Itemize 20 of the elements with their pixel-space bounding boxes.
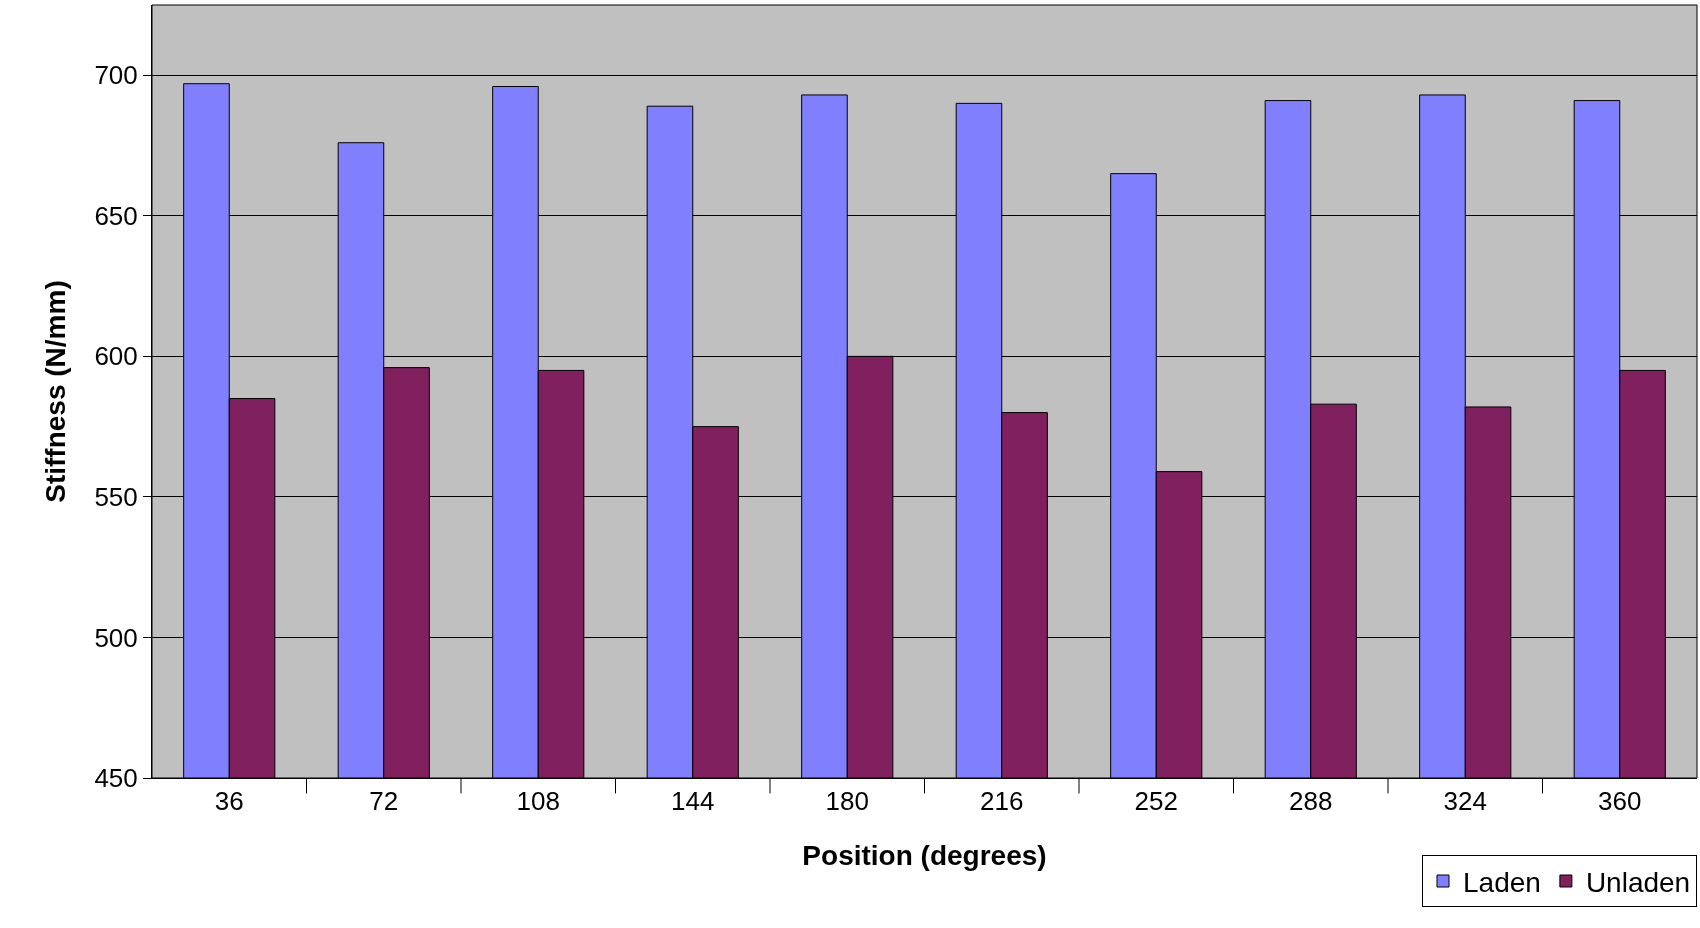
- x-tick-label: 144: [671, 786, 715, 817]
- y-tick-label: 550: [94, 482, 138, 513]
- legend-label: Unladen: [1585, 866, 1691, 898]
- x-tick-label: 360: [1598, 786, 1642, 817]
- y-tick-label: 650: [94, 200, 138, 231]
- x-tick-label: 108: [516, 786, 560, 817]
- legend-label: Laden: [1463, 866, 1541, 898]
- y-tick-label: 450: [94, 763, 138, 794]
- y-tick-label: 600: [94, 341, 138, 372]
- y-axis-title: Stiffness (N/mm): [40, 280, 72, 503]
- x-tick-label: 72: [369, 786, 399, 817]
- x-tick-label: 216: [980, 786, 1024, 817]
- y-tick-label: 500: [94, 622, 138, 653]
- x-tick-label: 324: [1443, 786, 1487, 817]
- x-tick-label: 36: [214, 786, 244, 817]
- x-tick-label: 288: [1289, 786, 1333, 817]
- x-tick-label: 180: [825, 786, 869, 817]
- x-tick-label: 252: [1134, 786, 1178, 817]
- x-axis-title: Position (degrees): [802, 840, 1047, 872]
- y-tick-label: 700: [94, 60, 138, 91]
